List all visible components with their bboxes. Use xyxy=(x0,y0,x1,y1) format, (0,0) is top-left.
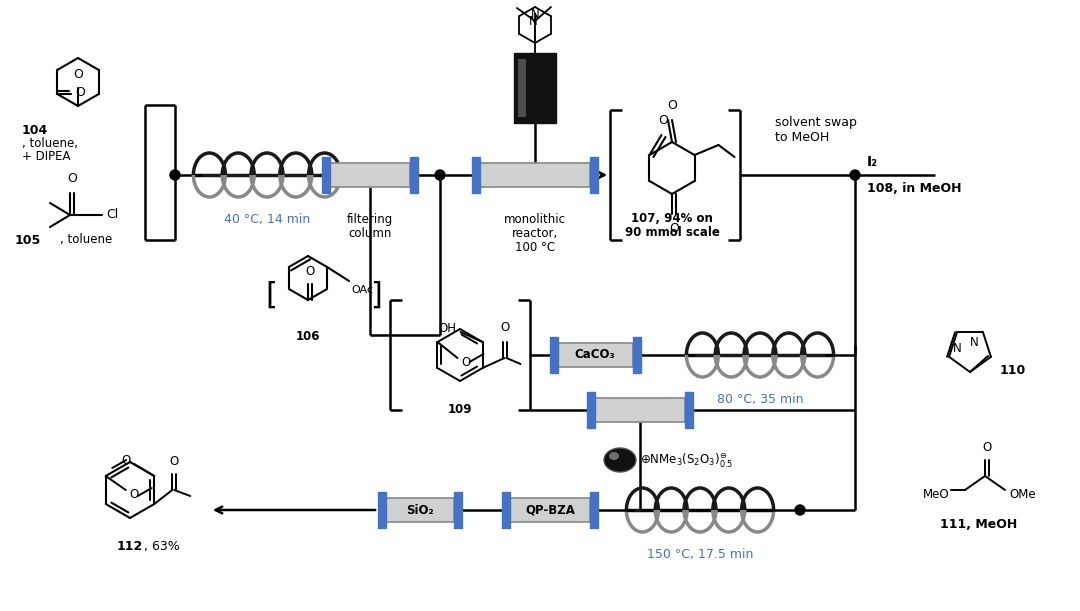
Circle shape xyxy=(795,505,805,515)
Text: column: column xyxy=(349,227,392,240)
Text: , 63%: , 63% xyxy=(144,540,179,553)
Text: , toluene: , toluene xyxy=(60,233,112,246)
Text: O: O xyxy=(670,222,679,235)
Circle shape xyxy=(435,170,445,180)
Bar xyxy=(410,157,418,193)
Text: 40 °C, 14 min: 40 °C, 14 min xyxy=(224,213,310,226)
Ellipse shape xyxy=(609,452,619,460)
Text: O: O xyxy=(73,68,83,81)
Bar xyxy=(590,157,598,193)
Bar xyxy=(518,59,526,117)
Bar xyxy=(588,392,595,428)
Text: 100 °C: 100 °C xyxy=(515,241,555,254)
Bar xyxy=(510,498,590,522)
Bar xyxy=(514,53,556,123)
Text: 104: 104 xyxy=(22,123,49,136)
Text: O: O xyxy=(500,321,509,334)
Bar xyxy=(330,163,410,187)
Text: O: O xyxy=(659,114,669,127)
Text: MeO: MeO xyxy=(922,488,949,500)
Text: 111, MeOH: 111, MeOH xyxy=(940,519,1017,532)
Text: 105: 105 xyxy=(15,233,41,246)
Text: solvent swap
to MeOH: solvent swap to MeOH xyxy=(775,116,856,144)
Text: 109: 109 xyxy=(448,403,472,416)
Bar xyxy=(322,157,330,193)
Text: O: O xyxy=(170,455,179,468)
Text: I₂: I₂ xyxy=(867,155,878,169)
Text: O: O xyxy=(76,86,85,98)
Text: O: O xyxy=(306,265,314,278)
Bar xyxy=(685,392,693,428)
Text: N: N xyxy=(528,15,538,28)
Text: monolithic: monolithic xyxy=(504,213,566,226)
Bar xyxy=(550,337,557,373)
Text: reactor,: reactor, xyxy=(512,227,558,240)
Text: + DIPEA: + DIPEA xyxy=(22,150,70,164)
Text: O: O xyxy=(67,172,77,185)
Bar xyxy=(590,492,598,528)
Bar xyxy=(480,163,590,187)
Bar xyxy=(595,398,685,422)
Bar xyxy=(502,492,510,528)
Text: QP-BZA: QP-BZA xyxy=(525,503,575,516)
Text: CaCO₃: CaCO₃ xyxy=(575,348,616,362)
Text: 106: 106 xyxy=(296,330,321,343)
Text: SiO₂: SiO₂ xyxy=(406,503,434,516)
Text: O: O xyxy=(461,356,471,368)
Circle shape xyxy=(170,170,180,180)
Text: OAc: OAc xyxy=(351,285,373,295)
Text: OMe: OMe xyxy=(1009,488,1036,500)
Text: O: O xyxy=(983,441,991,454)
Text: $\oplus$NMe$_3$(S$_2$O$_3$)$^{\ominus}_{0.5}$: $\oplus$NMe$_3$(S$_2$O$_3$)$^{\ominus}_{… xyxy=(640,451,733,469)
Text: N: N xyxy=(530,8,539,21)
Text: 107, 94% on: 107, 94% on xyxy=(631,212,713,225)
Circle shape xyxy=(850,170,860,180)
Bar xyxy=(633,337,640,373)
Text: filtering: filtering xyxy=(347,213,393,226)
Bar xyxy=(454,492,462,528)
Text: 110: 110 xyxy=(1000,364,1026,376)
Bar xyxy=(557,343,633,367)
Text: O: O xyxy=(130,488,139,500)
Bar xyxy=(378,492,386,528)
Text: O: O xyxy=(667,99,677,112)
Text: N: N xyxy=(970,336,978,349)
Text: 80 °C, 35 min: 80 °C, 35 min xyxy=(717,393,804,406)
Ellipse shape xyxy=(604,448,636,472)
Text: 150 °C, 17.5 min: 150 °C, 17.5 min xyxy=(647,548,753,561)
Text: 108, in MeOH: 108, in MeOH xyxy=(867,181,961,194)
Bar xyxy=(386,498,454,522)
Bar xyxy=(472,157,480,193)
Text: 90 mmol scale: 90 mmol scale xyxy=(624,226,719,239)
Text: 112: 112 xyxy=(117,540,144,553)
Text: N: N xyxy=(953,342,962,355)
Text: ]: ] xyxy=(370,280,382,310)
Text: OH: OH xyxy=(438,321,457,334)
Text: Cl: Cl xyxy=(106,208,118,222)
Text: , toluene,: , toluene, xyxy=(22,136,78,150)
Text: [: [ xyxy=(265,280,276,310)
Text: O: O xyxy=(121,453,131,467)
